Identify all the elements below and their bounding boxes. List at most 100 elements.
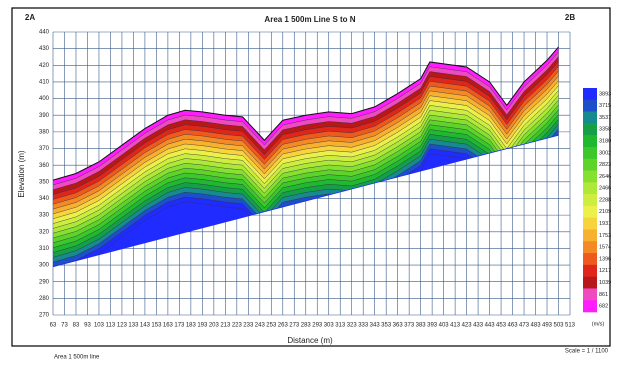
y-tick-label: 300 — [39, 263, 50, 269]
colorbar-swatch — [583, 111, 597, 124]
colorbar-swatch — [583, 146, 597, 160]
y-tick-label: 440 — [39, 30, 50, 36]
y-tick-label: 410 — [39, 80, 50, 86]
x-tick-label: 303 — [324, 323, 335, 329]
x-tick-label: 233 — [243, 323, 254, 329]
x-tick-label: 373 — [404, 323, 415, 329]
x-tick-label: 163 — [163, 323, 174, 329]
x-tick-label: 133 — [128, 323, 139, 329]
x-tick-label: 203 — [209, 323, 220, 329]
y-tick-label: 380 — [39, 129, 50, 135]
colorbar-swatch — [583, 135, 597, 148]
section-fill — [53, 46, 559, 267]
right-label: 2B — [565, 13, 575, 22]
x-tick-label: 333 — [358, 323, 369, 329]
y-tick-label: 400 — [39, 96, 50, 102]
colorbar-swatch — [583, 276, 597, 289]
y-tick-label: 370 — [39, 146, 50, 152]
x-tick-label: 173 — [174, 323, 185, 329]
colorbar-label: 682 — [599, 304, 608, 310]
colorbar-label: 2466 — [599, 186, 611, 192]
colorbar-label: 3358 — [599, 127, 611, 133]
colorbar-swatch — [583, 182, 597, 195]
x-tick-label: 443 — [485, 323, 496, 329]
colorbar-label: 2823 — [599, 162, 611, 168]
x-tick-label: 363 — [393, 323, 404, 329]
colorbar-swatch — [583, 99, 597, 112]
x-tick-label: 343 — [370, 323, 381, 329]
colorbar-swatch — [583, 194, 597, 207]
x-tick-label: 413 — [450, 323, 461, 329]
colorbar-swatch — [583, 253, 597, 266]
x-tick-label: 263 — [278, 323, 289, 329]
colorbar-swatch — [583, 264, 597, 277]
x-tick-label: 243 — [255, 323, 266, 329]
x-tick-label: 213 — [220, 323, 231, 329]
frame — [11, 7, 611, 347]
colorbar-label: 2646 — [599, 174, 611, 180]
x-tick-label: 253 — [266, 323, 277, 329]
x-tick-label: 193 — [197, 323, 208, 329]
x-tick-label: 323 — [347, 323, 358, 329]
x-tick-label: 93 — [84, 323, 91, 329]
colorbar-swatch — [583, 170, 597, 183]
surface-line — [52, 46, 559, 181]
colorbar-label: 1574 — [599, 245, 611, 251]
y-tick-label: 430 — [39, 46, 50, 52]
y-tick-label: 290 — [39, 279, 50, 285]
colorbar-label: 1396 — [599, 256, 611, 262]
colorbar-label: 3893 — [599, 91, 611, 97]
colorbar-swatch — [583, 88, 597, 101]
x-tick-label: 83 — [73, 323, 80, 329]
colorbar-label: 3537 — [599, 115, 611, 121]
y-tick-label: 310 — [39, 246, 50, 252]
y-tick-label: 360 — [39, 163, 50, 169]
colorbar-label: 3002 — [599, 150, 611, 156]
colorbar-swatch — [583, 300, 597, 313]
x-tick-label: 283 — [301, 323, 312, 329]
colorbar-label: 3715 — [599, 103, 611, 109]
x-axis-label: Distance (m) — [287, 336, 333, 345]
scale-note: Scale = 1 / 1100 — [565, 349, 609, 355]
colorbar-label: 861 — [599, 292, 608, 298]
colorbar-swatch — [583, 288, 597, 301]
colorbar-swatch — [583, 123, 597, 136]
x-tick-label: 383 — [416, 323, 427, 329]
y-tick-label: 320 — [39, 229, 50, 235]
colorbar-label: 2109 — [599, 209, 611, 215]
y-axis-label: Elevation (m) — [17, 150, 26, 197]
y-tick-label: 270 — [39, 313, 50, 319]
x-tick-label: 513 — [565, 323, 576, 329]
chart-title: Area 1 500m Line S to N — [264, 15, 355, 24]
y-tick-label: 280 — [39, 296, 50, 302]
x-tick-label: 463 — [508, 323, 519, 329]
y-tick-label: 340 — [39, 196, 50, 202]
base-line — [52, 134, 559, 268]
x-tick-label: 183 — [186, 323, 197, 329]
colorbar-label: 2288 — [599, 197, 611, 203]
x-tick-label: 433 — [473, 323, 484, 329]
x-tick-label: 103 — [94, 323, 105, 329]
x-tick-label: 473 — [519, 323, 530, 329]
x-tick-label: 273 — [289, 323, 300, 329]
colorbar-swatch — [583, 205, 597, 218]
left-label: 2A — [25, 13, 35, 22]
colorbar-label: 3180 — [599, 139, 611, 145]
y-tick-label: 350 — [39, 179, 50, 185]
colorbar-swatch — [583, 229, 597, 242]
x-tick-label: 223 — [232, 323, 243, 329]
colorbar-label: 1039 — [599, 280, 611, 286]
x-tick-label: 313 — [335, 323, 346, 329]
colorbar-label: 1217 — [599, 268, 611, 274]
x-tick-label: 483 — [531, 323, 542, 329]
x-tick-label: 353 — [381, 323, 392, 329]
x-tick-label: 73 — [61, 323, 68, 329]
x-tick-label: 123 — [117, 323, 128, 329]
colorbar-label: 1931 — [599, 221, 611, 227]
colorbar-swatch — [583, 217, 597, 230]
x-tick-label: 113 — [106, 323, 116, 329]
colorbar-unit: (m/s) — [592, 321, 605, 327]
colorbar-swatch — [583, 158, 597, 171]
x-tick-label: 393 — [427, 323, 438, 329]
